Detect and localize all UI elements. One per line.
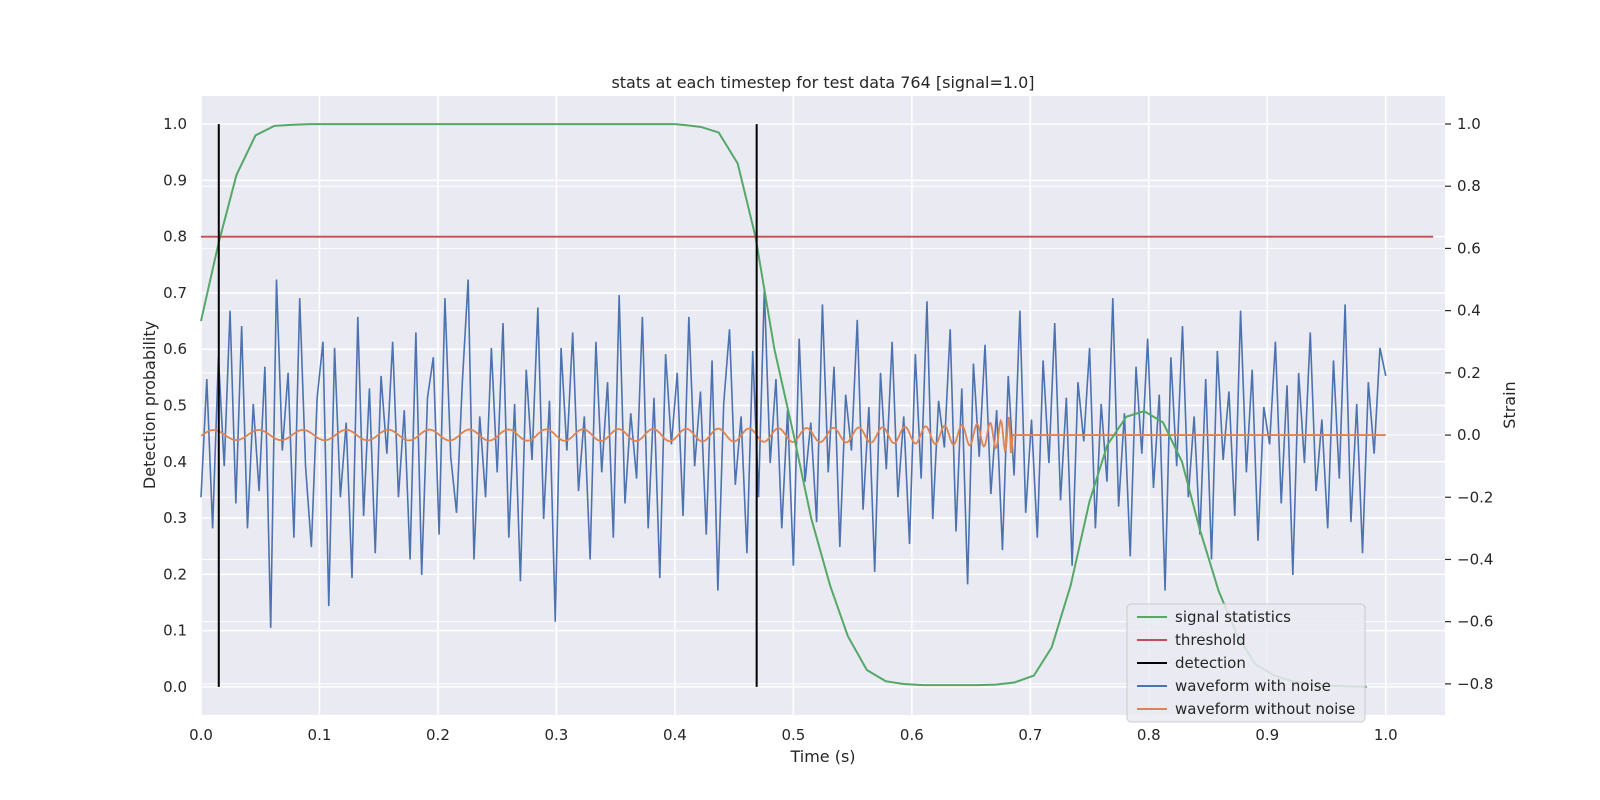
y-tick-label: 0.1	[163, 622, 187, 640]
x-tick-label: 0.4	[663, 726, 687, 744]
y2-axis-label: Strain	[1500, 381, 1519, 428]
axes-layer: 0.0 0.1 0.2 0.3 0.4 0.5 0.6 0.7 0.8 0.9 1.0 0.0 0.1 0…	[163, 115, 1493, 744]
y-tick-label: 1.0	[163, 115, 187, 133]
x-tick-label: 0.0	[189, 726, 213, 744]
legend-label-threshold: threshold	[1175, 631, 1246, 649]
x-tick-label: 0.7	[1018, 726, 1042, 744]
y-tick-label: 0.7	[163, 284, 187, 302]
legend-label-waveform-without-noise: waveform without noise	[1175, 700, 1355, 718]
legend: signal statistics threshold detection wa…	[1126, 603, 1366, 723]
y-tick-label: 0.0	[163, 678, 187, 696]
y-tick-label: 0.3	[163, 509, 187, 527]
series-waveform-without-noise	[200, 416, 1386, 454]
y2-tick-label: −0.4	[1457, 550, 1493, 568]
x-tick-label: 0.5	[781, 726, 805, 744]
x-tick-label: 0.6	[900, 726, 924, 744]
y2-tick-label: 1.0	[1457, 115, 1481, 133]
y2-tick-label: 0.6	[1457, 239, 1481, 257]
legend-box	[1126, 603, 1366, 723]
y2-tick-label: −0.8	[1457, 675, 1493, 693]
y2-tick-label: −0.2	[1457, 488, 1493, 506]
y-tick-label: 0.6	[163, 340, 187, 358]
y2-tick-label: 0.0	[1457, 426, 1481, 444]
y-axis-label: Detection probability	[140, 321, 159, 489]
series-signal-statistics	[200, 123, 1367, 688]
x-axis-label: Time (s)	[789, 747, 855, 766]
x-tick-label: 0.3	[544, 726, 568, 744]
x-tick-label: 0.9	[1255, 726, 1279, 744]
y2-tick-label: 0.2	[1457, 364, 1481, 382]
y-tick-label: 0.5	[163, 397, 187, 415]
y-tick-label: 0.8	[163, 228, 187, 246]
legend-label-detection: detection	[1175, 654, 1246, 672]
x-tick-label: 1.0	[1374, 726, 1398, 744]
x-tick-label: 0.1	[308, 726, 332, 744]
y2-tick-label: 0.4	[1457, 302, 1481, 320]
y2-tick-label: −0.6	[1457, 613, 1493, 631]
x-tick-label: 0.8	[1137, 726, 1161, 744]
legend-label-waveform-with-noise: waveform with noise	[1175, 677, 1331, 695]
legend-label-signal-statistics: signal statistics	[1175, 608, 1291, 626]
y-tick-label: 0.2	[163, 565, 187, 583]
series-layer	[200, 123, 1434, 688]
y-tick-label: 0.4	[163, 453, 187, 471]
y-tick-label: 0.9	[163, 171, 187, 189]
series-waveform-with-noise	[200, 279, 1387, 628]
x-tick-label: 0.2	[426, 726, 450, 744]
y2-tick-label: 0.8	[1457, 177, 1481, 195]
chart-title: stats at each timestep for test data 764…	[611, 73, 1034, 92]
